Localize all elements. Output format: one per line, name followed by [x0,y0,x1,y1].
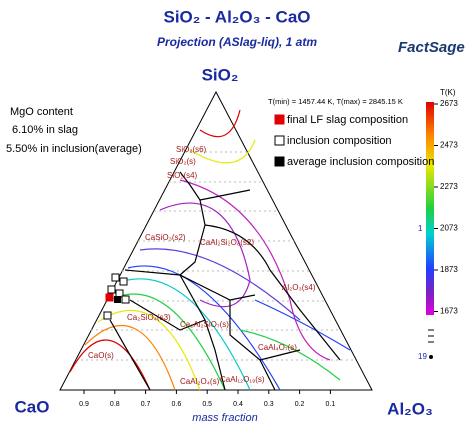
phase-label: Ca₂Al₂SiO₇(s) [180,320,229,329]
logo: FactSage [398,39,465,56]
axis-tick-label: 0.5 [202,401,212,408]
note: 6.10% in slag [12,124,78,136]
colorbar-marker: 1 [418,224,423,233]
phase-label: CaAl₄O₇(s) [258,343,297,352]
axis-tick-label: 0.9 [79,401,89,408]
axis-tick-label: 0.1 [326,401,336,408]
title: SiO₂ - Al₂O₃ - CaO [163,7,310,26]
phase-label: SiO₂(s4) [167,171,198,180]
isotherms [69,109,351,391]
colorbar-label: 2473 [440,141,458,150]
note: 5.50% in inclusion(average) [6,143,142,155]
legend-item: inclusion composition [287,135,392,147]
phase-label: CaAl₁₂O₁₉(s) [220,375,265,384]
corner-right: Al₂O₃ [387,399,433,418]
phase-label: CaAl₂O₄(s) [180,377,220,386]
marker-dot [429,355,433,359]
legend-swatch [274,135,285,146]
subtitle: Projection (ASlag-liq), 1 atm [157,35,317,49]
axis-label: mass fraction [192,412,257,424]
phase-label: CaAl₂Si₂O₈(s2) [200,238,254,247]
axis-tick-label: 0.3 [264,401,274,408]
phase-boundaries [109,171,341,391]
note: MgO content [10,106,73,118]
diagram-body [59,90,434,391]
inclusion-points [103,273,130,320]
phase-label: CaSiO₃(s2) [145,233,186,242]
corner-left: CaO [15,397,50,416]
phase-label: Al₂O₃(s4) [282,283,316,292]
colorbar-marks [428,329,434,343]
legend-swatch [274,114,285,125]
axis-tick-label: 0.6 [172,401,182,408]
legend-swatch [274,156,285,167]
colorbar-label: 1873 [440,265,458,274]
colorbar-marker: 19 [418,352,427,361]
colorbar-label: 2273 [440,182,458,191]
axis-tick-label: 0.7 [141,401,151,408]
axis-tick-label: 0.2 [295,401,305,408]
axis-tick-label: 0.4 [233,401,243,408]
phase-label: SiO₂(s) [170,157,196,166]
legend-range: T(min) = 1457.44 K, T(max) = 2845.15 K [268,97,403,106]
color-bar [426,102,434,315]
colorbar-title: T(K) [440,88,456,97]
colorbar-label: 2073 [440,224,458,233]
corner-top: SiO₂ [202,65,239,84]
colorbar-label: 2673 [440,99,458,108]
phase-label: CaO(s) [88,351,114,360]
phase-label: Ca₂SiO₄(s3) [127,313,171,322]
phase-label: SiO₂(s6) [176,145,207,154]
colorbar-label: 1673 [440,307,458,316]
legend-item: final LF slag composition [287,114,408,126]
legend-item: average inclusion composition [287,156,434,168]
axis-tick-label: 0.8 [110,401,120,408]
